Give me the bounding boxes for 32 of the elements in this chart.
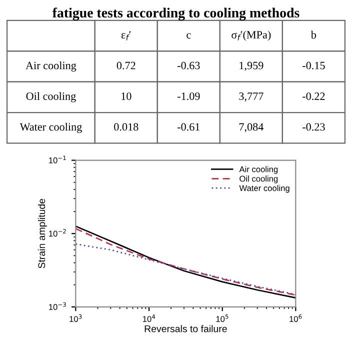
y-tick-label: 10$^{−2}$ [49, 229, 66, 237]
text: 0.72 [116, 62, 136, 70]
text: 0.018 [114, 123, 138, 131]
y-axis-title: Strain amplitude [38, 198, 48, 268]
category-label: ε$_{f}$′ [121, 31, 131, 40]
x-tick-label: 10$^{6}$ [290, 314, 302, 322]
x-axis-title: Reversals to failure [144, 325, 227, 332]
category-label: σ$_{f}$′(MPa) [232, 30, 271, 41]
category-label: Oil cooling [26, 92, 76, 102]
text: -0.63 [178, 62, 200, 70]
text: 3,777 [239, 92, 264, 102]
legend-label: Water cooling [239, 184, 290, 193]
legend-label: Oil cooling [240, 176, 278, 184]
category-label: b [310, 30, 316, 39]
text: 7,084 [239, 123, 264, 132]
legend-label: Air cooling [239, 166, 278, 174]
category-label: c [186, 33, 191, 39]
text: fatigue tests according to cooling methods [52, 8, 300, 20]
x-tick-label: 10$^{4}$ [142, 314, 156, 322]
text: -0.22 [302, 92, 325, 100]
y-tick-label: 10$^{−3}$ [49, 302, 66, 310]
category-label: Water cooling [20, 122, 82, 133]
text: 10 [122, 92, 132, 100]
category-label: Air cooling [26, 61, 76, 72]
text: -1.09 [178, 92, 200, 100]
text: 1,959 [240, 62, 264, 71]
text: -0.61 [178, 123, 200, 131]
text: -0.23 [302, 123, 325, 131]
x-tick-label: 10$^{3}$ [70, 314, 82, 322]
x-tick-label: 10$^{5}$ [216, 314, 228, 322]
text: -0.15 [302, 62, 325, 70]
y-tick-label: 10$^{−1}$ [49, 156, 66, 164]
